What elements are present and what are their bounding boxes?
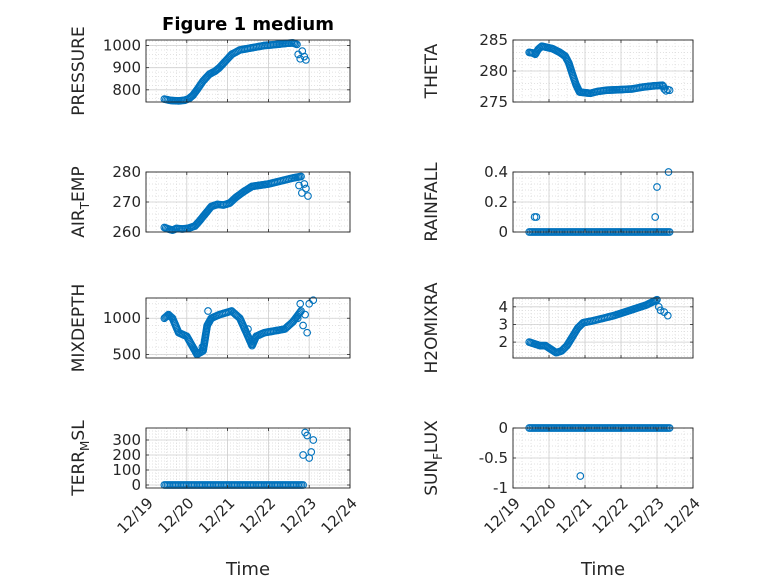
- y-tick-label: -0.5: [479, 449, 508, 467]
- x-axis-label: Time: [225, 559, 270, 580]
- data-point: [293, 40, 301, 49]
- y-tick-label: 0.4: [484, 163, 508, 181]
- y-tick-label: 280: [479, 62, 508, 80]
- y-axis-label: MIXDEPTH: [69, 284, 89, 373]
- data-point: [198, 343, 207, 352]
- data-point: [303, 328, 312, 337]
- y-tick-label: 4: [498, 298, 508, 316]
- y-tick-label: 270: [112, 193, 141, 211]
- subplot-6: 234 H2OMIXRA: [422, 282, 694, 374]
- x-tick-label: 12/21: [195, 494, 238, 537]
- x-tick-label: 12/22: [236, 494, 279, 537]
- figure-title: Figure 1 medium: [162, 14, 334, 35]
- data-point: [244, 325, 252, 333]
- x-tick-label: 12/22: [589, 494, 632, 537]
- data-point: [662, 86, 670, 95]
- subplot-4: 0 0.2 0.4 RAINFALL: [422, 162, 694, 242]
- axes-box: [145, 297, 351, 359]
- y-tick-label: 2: [498, 333, 508, 351]
- data-point: [295, 181, 303, 190]
- data-point: [656, 306, 665, 315]
- data-point: [532, 213, 541, 221]
- x-tick-label: 12/21: [553, 494, 596, 537]
- data-point: [663, 311, 672, 320]
- x-tick-label: 12/20: [517, 494, 560, 537]
- y-tick-label: 0.2: [484, 193, 508, 211]
- y-tick-label: 200: [112, 446, 141, 464]
- data-point: [309, 436, 318, 444]
- y-tick-label: 280: [112, 163, 141, 181]
- data-point: [302, 56, 310, 64]
- data-point: [653, 183, 661, 191]
- y-axis-label: PRESSURE: [69, 26, 89, 115]
- y-tick-label: 900: [112, 59, 141, 77]
- data-point: [299, 451, 307, 459]
- data-point: [293, 314, 302, 323]
- y-tick-label: 0: [498, 419, 508, 437]
- x-tick-label: 12/24: [318, 494, 361, 537]
- x-tick-label: 12/23: [277, 494, 320, 537]
- y-tick-label: 3: [498, 315, 508, 333]
- subplot-2: 275 280 285 THETA: [422, 31, 694, 111]
- y-axis-label: SUNFLUX: [422, 420, 445, 496]
- y-tick-label: 275: [479, 93, 508, 111]
- subplot-1: 800 900 1000 PRESSURE Figure 1 medium: [69, 14, 351, 116]
- x-tick-label: 12/23: [625, 494, 668, 537]
- data-point: [301, 310, 309, 319]
- data-point: [296, 299, 305, 308]
- subplot-5: 500 1000 MIXDEPTH: [69, 284, 351, 373]
- data-point: [296, 54, 305, 63]
- x-axis-label: Time: [580, 559, 625, 580]
- y-axis-label: H2OMIXRA: [422, 282, 442, 373]
- y-tick-label: 500: [112, 345, 141, 363]
- data-point: [665, 86, 674, 95]
- axes-box: [512, 297, 694, 359]
- axes-box: [145, 427, 351, 489]
- x-tick-label: 12/19: [481, 494, 524, 537]
- x-tick-label: 12/20: [154, 494, 197, 537]
- y-axis-label: AIRTEMP: [69, 166, 92, 237]
- axes-box: [145, 39, 351, 103]
- y-tick-label: 0: [498, 223, 508, 241]
- y-tick-label: 1000: [103, 309, 141, 327]
- y-tick-label: 0: [131, 476, 141, 494]
- y-tick-label: 285: [479, 31, 508, 49]
- data-point: [299, 321, 307, 330]
- data-point: [309, 296, 318, 305]
- data-point: [304, 192, 312, 200]
- y-tick-label: 260: [112, 223, 141, 241]
- y-tick-label: -1: [493, 479, 508, 497]
- y-tick-label: 300: [112, 431, 141, 449]
- data-point: [576, 472, 585, 480]
- data-point: [298, 189, 306, 197]
- y-tick-label: 100: [112, 461, 141, 479]
- y-axis-label: THETA: [422, 43, 442, 99]
- y-tick-label: 800: [112, 81, 141, 99]
- data-point: [658, 81, 667, 90]
- data-point: [651, 213, 660, 221]
- data-point: [300, 180, 309, 188]
- data-point: [653, 295, 661, 304]
- x-tick-label: 12/19: [114, 494, 157, 537]
- data-point: [303, 431, 312, 440]
- data-point: [302, 184, 310, 193]
- data-point: [660, 85, 669, 93]
- data-point: [307, 448, 316, 456]
- y-axis-label: TERRMSL: [69, 420, 92, 497]
- data-point: [204, 307, 212, 315]
- y-axis-label: RAINFALL: [422, 162, 442, 242]
- x-tick-label: 12/24: [661, 494, 704, 537]
- data-point: [297, 172, 305, 181]
- subplot-3: 260 270 280 AIRTEMP: [69, 163, 351, 241]
- y-tick-label: 1000: [103, 37, 141, 55]
